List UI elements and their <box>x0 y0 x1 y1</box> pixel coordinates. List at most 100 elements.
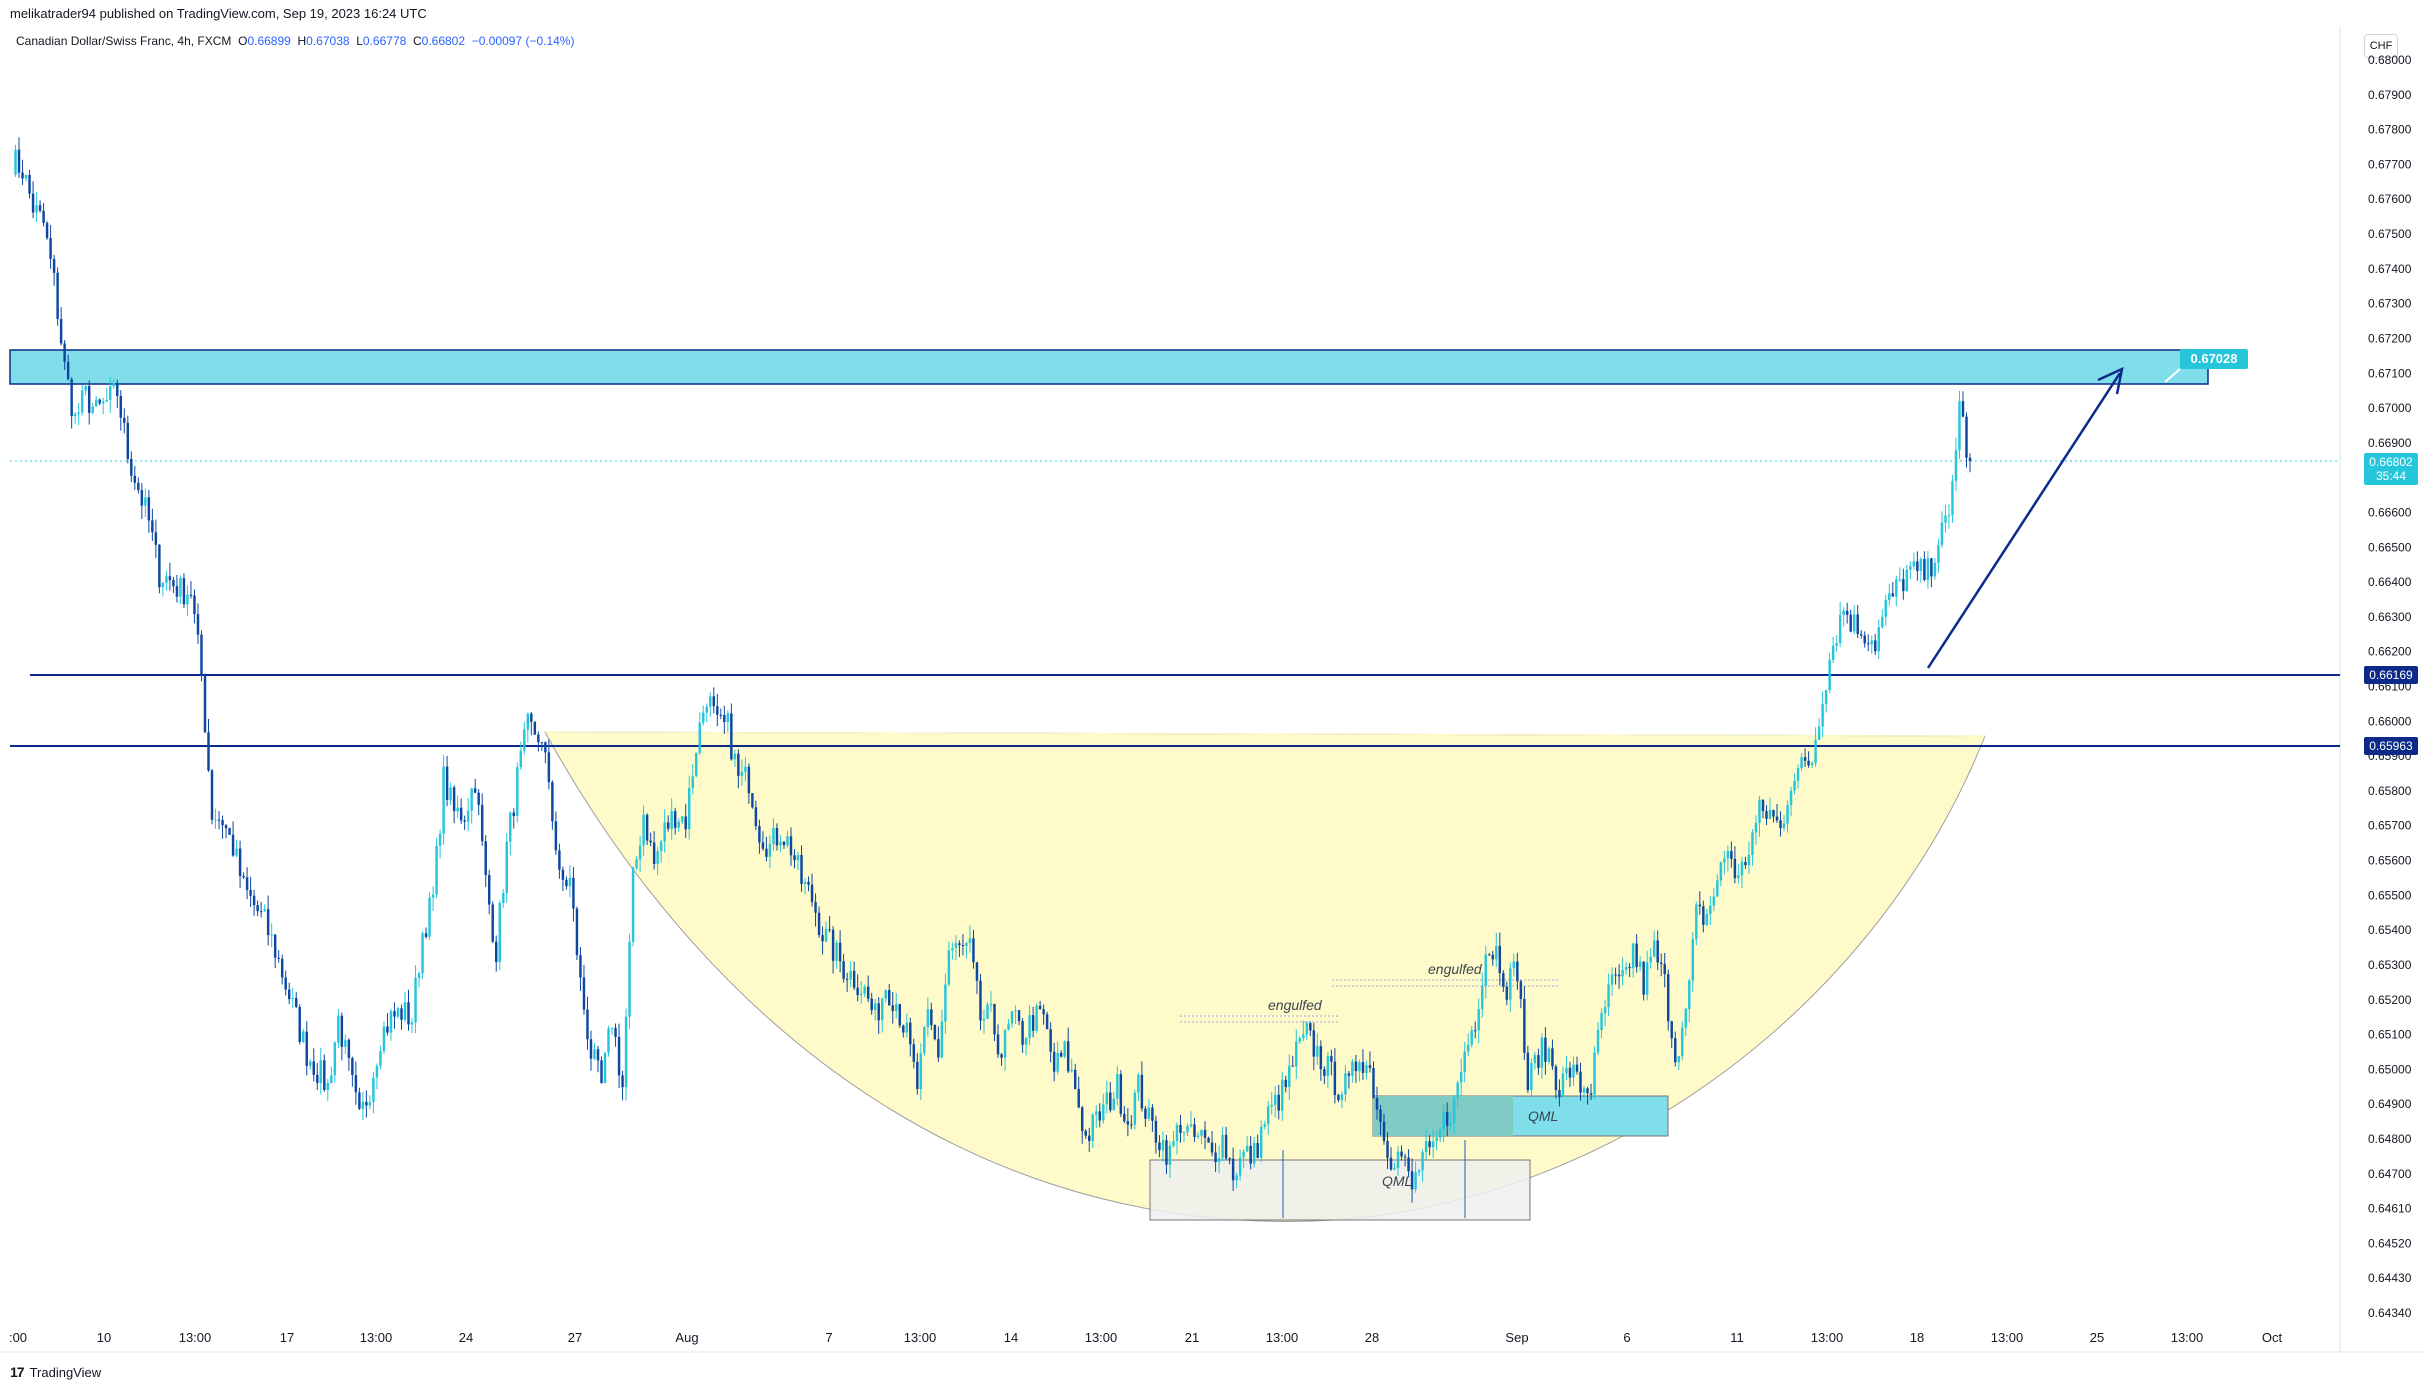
bear-candle[interactable] <box>1098 1111 1102 1121</box>
bull-candle[interactable] <box>1186 1126 1189 1133</box>
bull-candle[interactable] <box>1603 1007 1607 1014</box>
bull-candle[interactable] <box>656 851 659 864</box>
bull-candle[interactable] <box>947 950 951 985</box>
bull-candle[interactable] <box>291 998 294 1000</box>
bear-candle[interactable] <box>1154 1120 1158 1143</box>
bear-candle[interactable] <box>793 855 796 861</box>
bear-candle[interactable] <box>1628 967 1631 969</box>
bull-candle[interactable] <box>1200 1129 1203 1136</box>
bear-candle[interactable] <box>1382 1121 1386 1142</box>
bull-candle[interactable] <box>863 986 866 994</box>
bull-candle[interactable] <box>905 1022 909 1033</box>
bear-candle[interactable] <box>1354 1061 1358 1072</box>
bull-candle[interactable] <box>1452 1097 1456 1124</box>
bull-candle[interactable] <box>1852 614 1856 632</box>
bull-candle[interactable] <box>1112 1098 1116 1111</box>
bull-candle[interactable] <box>796 855 800 861</box>
bear-candle[interactable] <box>305 1031 308 1066</box>
bear-candle[interactable] <box>1874 640 1877 652</box>
bull-candle[interactable] <box>309 1061 312 1066</box>
bull-candle[interactable] <box>1895 579 1898 597</box>
bear-candle[interactable] <box>1635 943 1638 967</box>
bull-candle[interactable] <box>505 841 508 894</box>
bear-candle[interactable] <box>1579 1071 1582 1093</box>
bull-candle[interactable] <box>1530 1063 1533 1091</box>
bear-candle[interactable] <box>242 876 245 878</box>
bear-candle[interactable] <box>979 980 982 1021</box>
bull-candle[interactable] <box>1344 1073 1347 1095</box>
bear-candle[interactable] <box>203 675 207 733</box>
bull-candle[interactable] <box>333 1042 337 1076</box>
bull-candle[interactable] <box>1056 1052 1059 1072</box>
bull-candle[interactable] <box>1281 1079 1284 1111</box>
bear-candle[interactable] <box>1551 1048 1554 1067</box>
bull-candle[interactable] <box>330 1075 333 1083</box>
bear-candle[interactable] <box>1224 1134 1228 1159</box>
bull-candle[interactable] <box>516 767 519 817</box>
bear-candle[interactable] <box>775 827 779 846</box>
bear-candle[interactable] <box>747 766 751 794</box>
bull-candle[interactable] <box>951 948 954 951</box>
bear-candle[interactable] <box>1807 760 1810 766</box>
bull-candle[interactable] <box>1919 559 1923 572</box>
bull-candle[interactable] <box>1793 780 1796 791</box>
bull-candle[interactable] <box>1270 1104 1273 1107</box>
bull-candle[interactable] <box>610 1027 614 1029</box>
bull-candle[interactable] <box>1533 1055 1537 1064</box>
bull-candle[interactable] <box>1709 905 1712 914</box>
bull-candle[interactable] <box>1596 1030 1600 1053</box>
bear-candle[interactable] <box>266 909 270 936</box>
bull-candle[interactable] <box>1263 1124 1266 1127</box>
bull-candle[interactable] <box>1133 1092 1137 1125</box>
bear-candle[interactable] <box>807 881 810 885</box>
bull-candle[interactable] <box>1758 799 1761 823</box>
bull-candle[interactable] <box>1716 880 1719 897</box>
bear-candle[interactable] <box>1902 579 1905 591</box>
bear-candle[interactable] <box>1084 1130 1087 1136</box>
bear-candle[interactable] <box>975 962 979 981</box>
bull-candle[interactable] <box>1898 579 1902 581</box>
bear-candle[interactable] <box>1498 945 1502 974</box>
bear-candle[interactable] <box>1400 1151 1403 1157</box>
bull-candle[interactable] <box>421 933 424 974</box>
bull-candle[interactable] <box>1947 515 1951 517</box>
bear-candle[interactable] <box>1347 1073 1351 1076</box>
bull-candle[interactable] <box>379 1051 382 1066</box>
bear-candle[interactable] <box>937 1039 940 1058</box>
bear-candle[interactable] <box>480 804 484 842</box>
bull-candle[interactable] <box>438 833 442 846</box>
bull-candle[interactable] <box>635 859 638 868</box>
bull-candle[interactable] <box>1740 861 1744 876</box>
bear-candle[interactable] <box>424 933 428 937</box>
bull-candle[interactable] <box>1677 1056 1680 1063</box>
bear-candle[interactable] <box>238 848 242 877</box>
bear-candle[interactable] <box>1856 614 1859 635</box>
bear-candle[interactable] <box>1228 1158 1231 1160</box>
bull-candle[interactable] <box>1817 726 1821 740</box>
bull-candle[interactable] <box>1719 862 1723 881</box>
bull-candle[interactable] <box>923 1027 926 1054</box>
bear-candle[interactable] <box>1968 457 1972 462</box>
bear-candle[interactable] <box>561 869 565 880</box>
bear-candle[interactable] <box>1516 961 1519 982</box>
bear-candle[interactable] <box>972 938 975 963</box>
bear-candle[interactable] <box>596 1049 600 1061</box>
bear-candle[interactable] <box>902 1025 905 1033</box>
bull-candle[interactable] <box>502 893 505 903</box>
bull-candle[interactable] <box>1870 640 1873 645</box>
bear-candle[interactable] <box>1126 1121 1130 1125</box>
bull-candle[interactable] <box>214 819 217 821</box>
bull-candle[interactable] <box>986 1004 989 1019</box>
bull-candle[interactable] <box>1881 616 1884 628</box>
qml-box-lower[interactable] <box>1149 1159 1531 1221</box>
bull-candle[interactable] <box>1796 767 1800 781</box>
bear-candle[interactable] <box>21 172 24 179</box>
bull-candle[interactable] <box>1442 1111 1445 1130</box>
bear-candle[interactable] <box>323 1060 326 1090</box>
bull-candle[interactable] <box>1800 757 1803 768</box>
projection-arrow[interactable] <box>1926 372 2122 669</box>
bull-candle[interactable] <box>1600 1013 1603 1031</box>
bull-candle[interactable] <box>1509 968 1512 1000</box>
bear-candle[interactable] <box>294 998 298 1007</box>
bull-candle[interactable] <box>849 970 852 980</box>
